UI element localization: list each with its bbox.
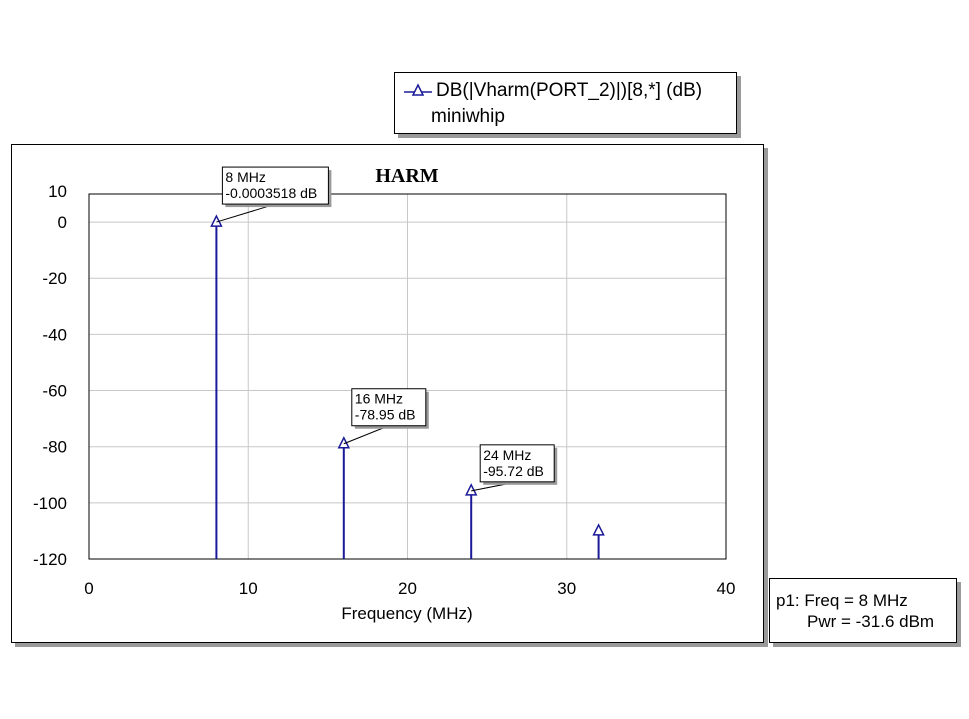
annotation-frequency: 16 MHz: [355, 391, 403, 407]
y-tick-label: 0: [58, 213, 67, 232]
y-tick-label: -40: [42, 325, 67, 344]
y-tick-label: -100: [33, 494, 67, 513]
marker-power: Pwr = -31.6 dBm: [807, 612, 935, 631]
triangle-marker-icon: [404, 83, 432, 96]
annotation-box: [479, 444, 555, 483]
marker-frequency: p1: Freq = 8 MHz: [776, 591, 908, 610]
triangle-marker: [592, 523, 605, 536]
x-tick-label: 0: [84, 579, 93, 598]
plot-border: [88, 193, 727, 560]
annotation-frequency: 24 MHz: [483, 447, 531, 463]
marker-readout-box: p1: Freq = 8 MHz Pwr = -31.6 dBm: [769, 578, 957, 643]
x-tick-label: 40: [717, 579, 736, 598]
x-tick-label: 30: [557, 579, 576, 598]
legend-box: DB(|Vharm(PORT_2)|)[8,*] (dB) miniwhip: [394, 72, 737, 134]
annotation-frequency: 8 MHz: [225, 169, 265, 185]
annotation-box: [351, 388, 427, 427]
x-axis-label: Frequency (MHz): [341, 604, 472, 623]
legend-series-name: DB(|Vharm(PORT_2)|)[8,*] (dB): [436, 80, 703, 101]
x-tick-label: 20: [398, 579, 417, 598]
y-tick-label: -120: [33, 550, 67, 569]
y-tick-label: -60: [42, 382, 67, 401]
annotation-value: -0.0003518 dB: [225, 185, 317, 201]
y-tick-label: 10: [48, 182, 67, 201]
annotation-box: [221, 166, 329, 205]
legend-entry: DB(|Vharm(PORT_2)|)[8,*] (dB): [404, 80, 702, 102]
x-tick-label: 10: [239, 579, 258, 598]
chart-title: HARM: [375, 165, 438, 187]
annotation-value: -95.72 dB: [483, 463, 544, 479]
y-tick-label: -20: [42, 269, 67, 288]
annotation-value: -78.95 dB: [355, 407, 416, 423]
triangle-marker: [464, 483, 478, 496]
y-tick-label: -80: [42, 438, 67, 457]
legend-document-name: miniwhip: [431, 106, 505, 127]
